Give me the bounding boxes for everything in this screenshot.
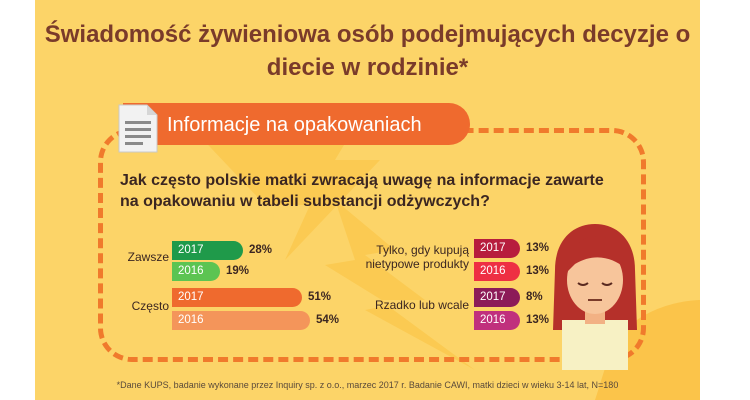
category-label: Zawsze xyxy=(127,250,169,264)
bar-2017: 2017 xyxy=(172,288,302,307)
bar-2016: 2016 xyxy=(474,262,520,281)
survey-question: Jak często polskie matki zwracają uwagę … xyxy=(120,172,604,210)
bar-2017: 2017 xyxy=(172,241,243,260)
page-title: Świadomość żywieniowa osób podejmujących… xyxy=(44,21,691,81)
data-label: 13% xyxy=(526,314,550,326)
category-label: Często xyxy=(131,299,169,313)
section-banner xyxy=(123,103,470,145)
data-label: 13% xyxy=(526,242,550,254)
data-label: 54% xyxy=(316,314,340,326)
data-label: 51% xyxy=(308,291,332,303)
document-icon xyxy=(118,104,158,153)
data-label: 8% xyxy=(526,291,543,303)
lightning-shape xyxy=(175,110,380,260)
infographic: Świadomość żywieniowa osób podejmujących… xyxy=(35,0,700,400)
data-label: 28% xyxy=(249,244,273,256)
data-label: 19% xyxy=(226,265,250,277)
corner-blob xyxy=(595,300,700,400)
category-label: Rzadko lub wcale xyxy=(374,298,469,312)
bar-2017: 2017 xyxy=(474,288,520,307)
category-label: Tylko, gdy kupują nietypowe produkty xyxy=(365,243,469,271)
woman-illustration xyxy=(553,224,637,370)
section-banner-label: Informacje na opakowaniach xyxy=(167,114,422,136)
lightning-shape xyxy=(325,200,475,370)
footnote: *Dane KUPS, badanie wykonane przez Inqui… xyxy=(116,380,619,390)
bar-2016: 2016 xyxy=(172,311,310,330)
bar-2016: 2016 xyxy=(474,311,520,330)
data-label: 13% xyxy=(526,265,550,277)
background-decoration xyxy=(175,110,700,400)
bar-2017: 2017 xyxy=(474,239,520,258)
bar-2016: 2016 xyxy=(172,262,220,281)
